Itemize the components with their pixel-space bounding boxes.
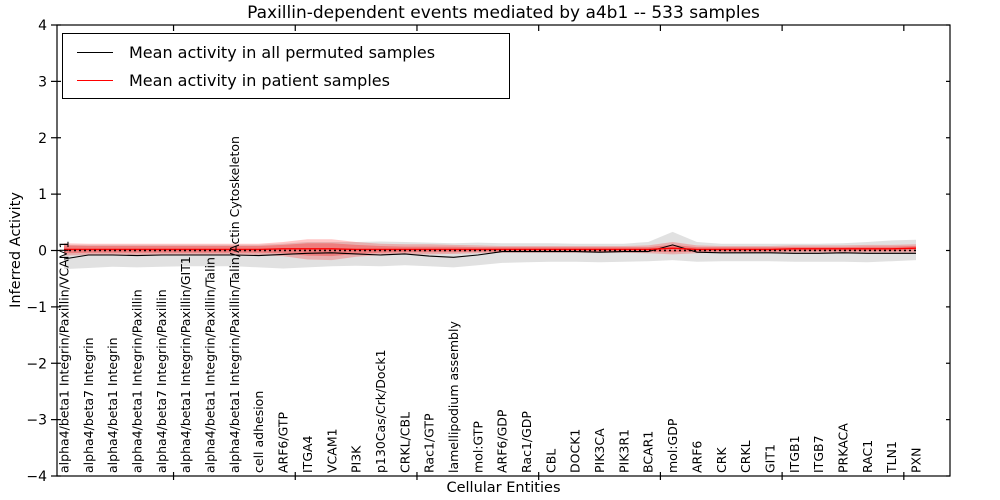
legend-item-permuted: Mean activity in all permuted samples: [63, 43, 509, 62]
x-axis-label: Cellular Entities: [446, 480, 561, 496]
y-tick-label: 1: [38, 187, 47, 203]
x-category-label: CRKL/CBL: [397, 412, 412, 473]
y-axis-label: Inferred Activity: [8, 192, 24, 308]
x-category-label: alpha4/beta1 Integrin/Paxillin/Talin/Act…: [227, 136, 242, 473]
x-category-label: lamellipodium assembly: [446, 321, 461, 473]
x-category-label: ARF6/GDP: [495, 409, 510, 473]
x-category-label: PI3K: [349, 445, 364, 473]
x-category-label: ARF6: [689, 441, 704, 473]
x-category-label: ITGB7: [811, 435, 826, 473]
x-category-label: ARF6/GTP: [276, 412, 291, 473]
x-category-label: mol:GDP: [665, 418, 680, 473]
legend-item-patient: Mean activity in patient samples: [63, 71, 509, 90]
x-category-label: ITGB1: [787, 435, 802, 473]
legend: Mean activity in all permuted samples Me…: [62, 33, 510, 99]
y-tick-label: 2: [38, 131, 47, 147]
x-category-label: alpha4/beta7 Integrin/Paxillin: [154, 289, 169, 473]
y-tick-label: −1: [26, 300, 47, 316]
x-category-label: PIK3R1: [616, 429, 631, 473]
x-category-label: ITGA4: [300, 435, 315, 473]
legend-line-swatch-patient: [77, 79, 113, 81]
x-category-label: Rac1/GTP: [422, 413, 437, 473]
patient-line: [64, 247, 917, 251]
y-tick-label: 3: [38, 74, 47, 90]
x-category-label: cell adhesion: [251, 391, 266, 473]
y-tick-label: −2: [26, 356, 47, 372]
x-category-label: alpha4/beta1 Integrin/Paxillin/Talin: [203, 257, 218, 473]
permuted-line: [63, 244, 916, 260]
x-category-label: TLN1: [884, 441, 899, 474]
y-tick-label: −4: [26, 469, 47, 485]
legend-line-swatch-permuted: [77, 51, 113, 53]
x-category-label: Rac1/GDP: [519, 411, 534, 473]
x-category-label: PIK3CA: [592, 428, 607, 473]
legend-label-permuted: Mean activity in all permuted samples: [129, 42, 436, 62]
x-category-label: CBL: [543, 449, 558, 473]
x-category-label: VCAM1: [324, 428, 339, 473]
y-tick-label: 0: [38, 244, 47, 260]
x-category-label: CRKL: [738, 440, 753, 473]
x-category-label: PRKACA: [836, 423, 851, 473]
x-category-label: alpha4/beta7 Integrin: [81, 337, 96, 473]
x-category-label: RAC1: [860, 440, 875, 473]
x-category-label: p130Cas/Crk/Dock1: [373, 349, 388, 473]
x-category-label: alpha4/beta1 Integrin: [105, 337, 120, 473]
x-category-label: DOCK1: [568, 429, 583, 473]
x-category-label: mol:GTP: [470, 421, 485, 473]
x-category-label: alpha4/beta1 Integrin/Paxillin: [130, 289, 145, 473]
legend-label-patient: Mean activity in patient samples: [129, 70, 390, 90]
x-category-label: alpha4/beta1 Integrin/Paxillin/GIT1: [178, 256, 193, 473]
chart-title: Paxillin-dependent events mediated by a4…: [247, 3, 760, 23]
y-tick-label: −3: [26, 413, 47, 429]
x-category-label: BCAR1: [641, 431, 656, 473]
x-category-label: CRK: [714, 447, 729, 473]
x-category-label: PXN: [909, 448, 924, 473]
y-tick-label: 4: [38, 18, 47, 34]
x-category-label: alpha4/beta1 Integrin/Paxillin/VCAM1: [57, 241, 72, 473]
x-category-label: GIT1: [762, 444, 777, 473]
